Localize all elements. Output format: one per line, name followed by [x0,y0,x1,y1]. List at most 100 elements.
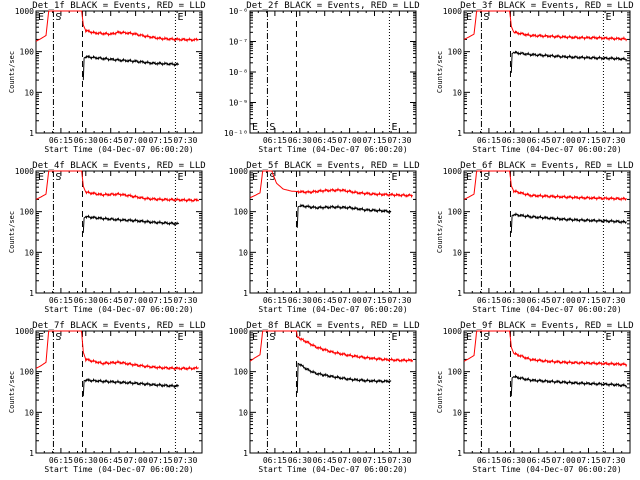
event-marker-label: S [483,332,489,343]
y-tick-label: 10 [452,248,462,257]
x-tick-label: 07:30 [173,136,197,145]
x-tick-label: 06:30 [288,296,312,305]
y-tick-label: 10 [452,88,462,97]
y-tick-label: 1000 [229,167,248,176]
panel-title: Det_6f BLACK = Events, RED = LLD [460,161,633,171]
panel-5: Det_5f BLACK = Events, RED = LLD 1 10 100 10… [229,161,420,314]
x-tick-label: 06:30 [74,456,98,465]
lld-series-line [463,10,628,42]
y-tick-label: 1 [243,289,248,298]
x-tick-label: 07:00 [552,136,576,145]
panel-9: Det_9f BLACK = Events, RED = LLD 1 10 100 10… [436,321,634,474]
events-series-line [510,212,627,233]
panel-title: Det_1f BLACK = Events, RED = LLD [32,1,205,11]
x-tick-label: 07:15 [362,296,386,305]
y-tick-label: 10 [452,408,462,417]
y-tick-label: 10⁻⁷ [229,38,248,47]
y-tick-label: 1 [457,129,462,138]
x-tick-label: 06:45 [99,136,123,145]
plot-frame [35,170,203,294]
x-axis-label: Start Time (04-Dec-07 06:00:20) [44,465,193,474]
event-marker-label: E [391,122,397,133]
x-axis-label: Start Time (04-Dec-07 06:00:20) [258,305,407,314]
x-tick-label: 06:30 [502,136,526,145]
y-tick-label: 1000 [15,327,34,336]
lld-series-line [35,330,199,372]
lld-series-line [249,170,413,199]
panel-title: Det_7f BLACK = Events, RED = LLD [32,321,205,331]
x-tick-label: 07:30 [601,136,625,145]
x-tick-label: 06:45 [313,456,337,465]
y-axis-label: Counts/sec [436,211,444,253]
panel-title: Det_4f BLACK = Events, RED = LLD [32,161,205,171]
event-marker-label: E [38,332,44,343]
y-tick-label: 100 [20,48,35,57]
event-marker-label: S [55,12,61,23]
panel-title: Det_2f BLACK = Events, RED = LLD [246,1,419,11]
lld-series-line [35,170,200,203]
x-axis-label: Start Time (04-Dec-07 06:00:20) [44,145,193,154]
x-axis-label: Start Time (04-Dec-07 06:00:20) [258,465,407,474]
x-tick-label: 07:15 [362,456,386,465]
y-tick-label: 1 [457,289,462,298]
y-tick-label: 1 [29,129,34,138]
x-tick-label: 07:30 [173,296,197,305]
plot-frame [35,10,203,134]
event-marker-label: E [252,122,258,133]
plot-frame [463,170,631,294]
events-series-line [296,362,392,393]
x-tick-label: 06:45 [527,456,551,465]
x-tick-label: 06:45 [313,136,337,145]
x-tick-label: 07:15 [576,136,600,145]
y-tick-label: 10 [24,408,34,417]
panel-title: Det_5f BLACK = Events, RED = LLD [246,161,419,171]
x-tick-label: 07:00 [552,456,576,465]
x-tick-label: 06:30 [288,456,312,465]
y-tick-label: 1 [243,449,248,458]
event-marker-label: E [391,332,397,343]
y-tick-label: 100 [20,208,35,217]
y-tick-label: 1000 [229,327,248,336]
lld-series-line [463,170,627,202]
x-tick-label: 06:15 [49,456,73,465]
y-tick-label: 1 [457,449,462,458]
x-tick-label: 06:15 [49,136,73,145]
x-tick-label: 07:30 [387,456,411,465]
plot-frame [463,10,631,134]
x-tick-label: 06:45 [99,296,123,305]
lld-series-line [249,330,414,364]
x-tick-label: 06:15 [477,136,501,145]
events-series-line [510,50,628,73]
y-axis-label: Counts/sec [8,371,16,413]
y-tick-label: 1 [29,289,34,298]
x-tick-label: 07:15 [576,456,600,465]
x-tick-label: 07:30 [601,456,625,465]
event-marker-label: E [252,172,258,183]
panel-6: Det_6f BLACK = Events, RED = LLD 1 10 100 10… [436,161,634,314]
event-marker-label: E [605,332,611,343]
x-tick-label: 06:45 [527,296,551,305]
panel-7: Det_7f BLACK = Events, RED = LLD 1 10 100 10… [8,321,206,474]
x-tick-label: 07:00 [124,136,148,145]
panel-2: Det_2f BLACK = Events, RED = LLD 10⁻¹⁰ 10⁻… [224,1,420,154]
event-marker-label: E [177,172,183,183]
plot-frame [249,10,417,134]
events-series-line [82,214,180,233]
event-marker-label: E [605,12,611,23]
x-tick-label: 07:00 [338,136,362,145]
event-marker-label: E [466,172,472,183]
events-series-line [82,377,180,397]
event-marker-label: E [177,12,183,23]
x-axis-label: Start Time (04-Dec-07 06:00:20) [44,305,193,314]
event-marker-label: E [38,172,44,183]
event-marker-label: E [466,332,472,343]
event-marker-label: E [252,332,258,343]
x-tick-label: 06:15 [477,456,501,465]
x-tick-label: 06:30 [74,136,98,145]
x-tick-label: 06:15 [263,456,287,465]
y-tick-label: 10⁻⁹ [229,99,248,108]
x-tick-label: 07:15 [148,136,172,145]
plot-frame [35,330,203,454]
event-marker-label: S [55,172,61,183]
events-series-line [296,203,392,228]
